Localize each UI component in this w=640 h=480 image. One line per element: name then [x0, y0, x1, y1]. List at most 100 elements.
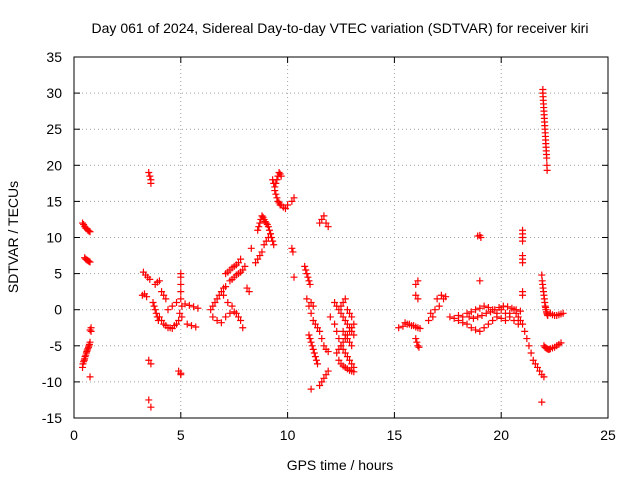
data-point [534, 363, 542, 371]
x-axis-label: GPS time / hours [287, 457, 394, 473]
data-point [262, 237, 270, 245]
data-point [324, 348, 332, 356]
data-point [525, 342, 533, 350]
data-point [275, 169, 283, 177]
data-point [316, 219, 324, 227]
data-point [217, 288, 225, 296]
data-point [335, 345, 343, 353]
data-point [472, 306, 480, 314]
x-tick-label: 25 [600, 427, 616, 443]
data-point [346, 327, 354, 335]
data-point [350, 368, 358, 376]
data-point [301, 262, 309, 270]
data-point [519, 320, 527, 328]
data-point [177, 288, 185, 296]
data-point [343, 320, 351, 328]
data-point [267, 230, 275, 238]
data-point [222, 313, 230, 321]
data-point [85, 257, 93, 265]
data-point [86, 228, 94, 236]
data-point [557, 339, 565, 347]
data-point [143, 293, 151, 301]
data-point [245, 288, 253, 296]
data-point [192, 323, 200, 331]
data-point [262, 219, 270, 227]
data-point [527, 349, 535, 357]
data-point [288, 197, 296, 205]
data-point [414, 324, 422, 332]
data-point [271, 187, 279, 195]
data-point [454, 311, 462, 319]
data-point [472, 326, 480, 334]
data-point [183, 320, 191, 328]
data-point [335, 356, 343, 364]
data-point [348, 313, 356, 321]
data-point [350, 331, 358, 339]
data-point [343, 306, 351, 314]
data-point [320, 374, 328, 382]
data-point [303, 295, 311, 303]
data-point [305, 277, 313, 285]
data-point [177, 295, 185, 303]
y-tick-label: 15 [46, 193, 62, 209]
data-point [254, 226, 262, 234]
data-point [311, 353, 319, 361]
data-point [305, 331, 313, 339]
data-point [237, 317, 245, 325]
data-point [181, 300, 189, 308]
data-point [335, 335, 343, 343]
data-point [270, 241, 278, 249]
data-point [333, 327, 341, 335]
axis-ticks: 0 5 10 15 20 25 -15 -10 -5 0 5 10 15 20 25 30 35 [42, 49, 616, 443]
data-point [273, 194, 281, 202]
data-point [474, 232, 482, 240]
y-tick-label: 10 [46, 230, 62, 246]
y-tick-label: 5 [54, 266, 62, 282]
data-point [487, 308, 495, 316]
data-point [243, 284, 251, 292]
data-point [247, 244, 255, 252]
data-point [79, 219, 87, 227]
data-point [220, 291, 228, 299]
data-point [316, 382, 324, 390]
data-point [331, 298, 339, 306]
data-point [350, 320, 358, 328]
data-point [252, 259, 260, 267]
data-point [343, 335, 351, 343]
data-point [538, 398, 546, 406]
data-point [303, 270, 311, 278]
data-point [476, 277, 484, 285]
data-point [177, 270, 185, 278]
data-point [307, 309, 315, 317]
data-point [467, 324, 475, 332]
y-tick-label: 35 [46, 49, 62, 65]
data-point [152, 309, 160, 317]
data-point [335, 306, 343, 314]
data-point [316, 327, 324, 335]
data-point [256, 252, 264, 260]
data-point [339, 298, 347, 306]
x-tick-label: 0 [70, 427, 78, 443]
data-point [213, 295, 221, 303]
data-point [489, 317, 497, 325]
data-point [512, 309, 520, 317]
data-point [516, 317, 524, 325]
data-point [265, 226, 273, 234]
data-point [333, 349, 341, 357]
data-point [209, 313, 217, 321]
data-point [281, 205, 289, 213]
data-point [459, 313, 467, 321]
x-tick-label: 10 [280, 427, 296, 443]
data-point [149, 298, 157, 306]
data-point [497, 314, 505, 322]
data-point [346, 309, 354, 317]
data-point [314, 360, 322, 368]
data-point [322, 219, 330, 227]
data-point [463, 309, 471, 317]
data-point [440, 295, 448, 303]
data-point [147, 360, 155, 368]
data-point [260, 241, 268, 249]
data-point [151, 306, 159, 314]
data-point [309, 345, 317, 353]
